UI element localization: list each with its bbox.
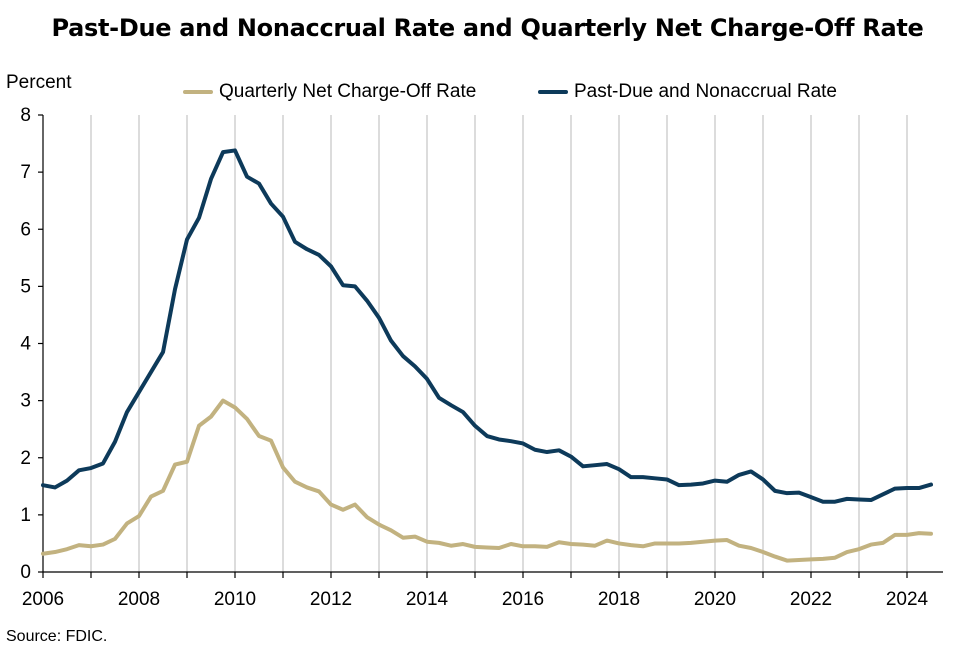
chart-title: Past-Due and Nonaccrual Rate and Quarter…	[51, 14, 924, 42]
legend-label-net-charge-off: Quarterly Net Charge-Off Rate	[219, 81, 477, 102]
x-tick-label-2020: 2020	[694, 589, 736, 610]
legend-swatch-past-due	[538, 90, 568, 94]
y-tick-label-5: 5	[20, 276, 31, 297]
gridlines	[90, 115, 908, 572]
y-tick-label-0: 0	[20, 562, 31, 583]
x-tick-label-2012: 2012	[310, 589, 352, 610]
legend-label-past-due: Past-Due and Nonaccrual Rate	[574, 81, 837, 102]
axes	[38, 114, 943, 578]
y-tick-label-3: 3	[20, 391, 31, 412]
y-tick-label-1: 1	[20, 505, 31, 526]
tick-labels: 0 1 2 3 4 5 6 7 8 2006 2008 2010 2012 2014 2016 2018 202…	[20, 105, 928, 610]
y-tick-label-6: 6	[20, 219, 31, 240]
series-line-past-due-and-nonaccrual-rate	[41, 148, 933, 504]
x-tick-label-2010: 2010	[214, 589, 256, 610]
x-tick-label-2018: 2018	[598, 589, 640, 610]
legend-item-net-charge-off: Quarterly Net Charge-Off Rate	[183, 81, 476, 103]
x-tick-label-2014: 2014	[406, 589, 449, 610]
series-line-quarterly-net-charge-off-rate	[41, 398, 933, 563]
y-tick-label-7: 7	[20, 162, 31, 183]
x-tick-label-2022: 2022	[790, 589, 832, 610]
legend-item-past-due: Past-Due and Nonaccrual Rate	[538, 81, 837, 103]
legend-swatch-net-charge-off	[183, 90, 213, 94]
legend: Quarterly Net Charge-Off Rate Past-Due a…	[0, 81, 975, 105]
x-tick-label-2024: 2024	[886, 589, 929, 610]
series-lines	[41, 148, 933, 563]
source-note: Source: FDIC.	[6, 628, 108, 645]
y-tick-label-4: 4	[20, 334, 31, 355]
y-tick-label-8: 8	[20, 105, 31, 126]
x-tick-label-2008: 2008	[118, 589, 160, 610]
y-tick-label-2: 2	[20, 448, 31, 469]
x-tick-label-2016: 2016	[502, 589, 544, 610]
x-tick-label-2006: 2006	[22, 589, 64, 610]
y-axis-label: Percent	[6, 72, 72, 93]
